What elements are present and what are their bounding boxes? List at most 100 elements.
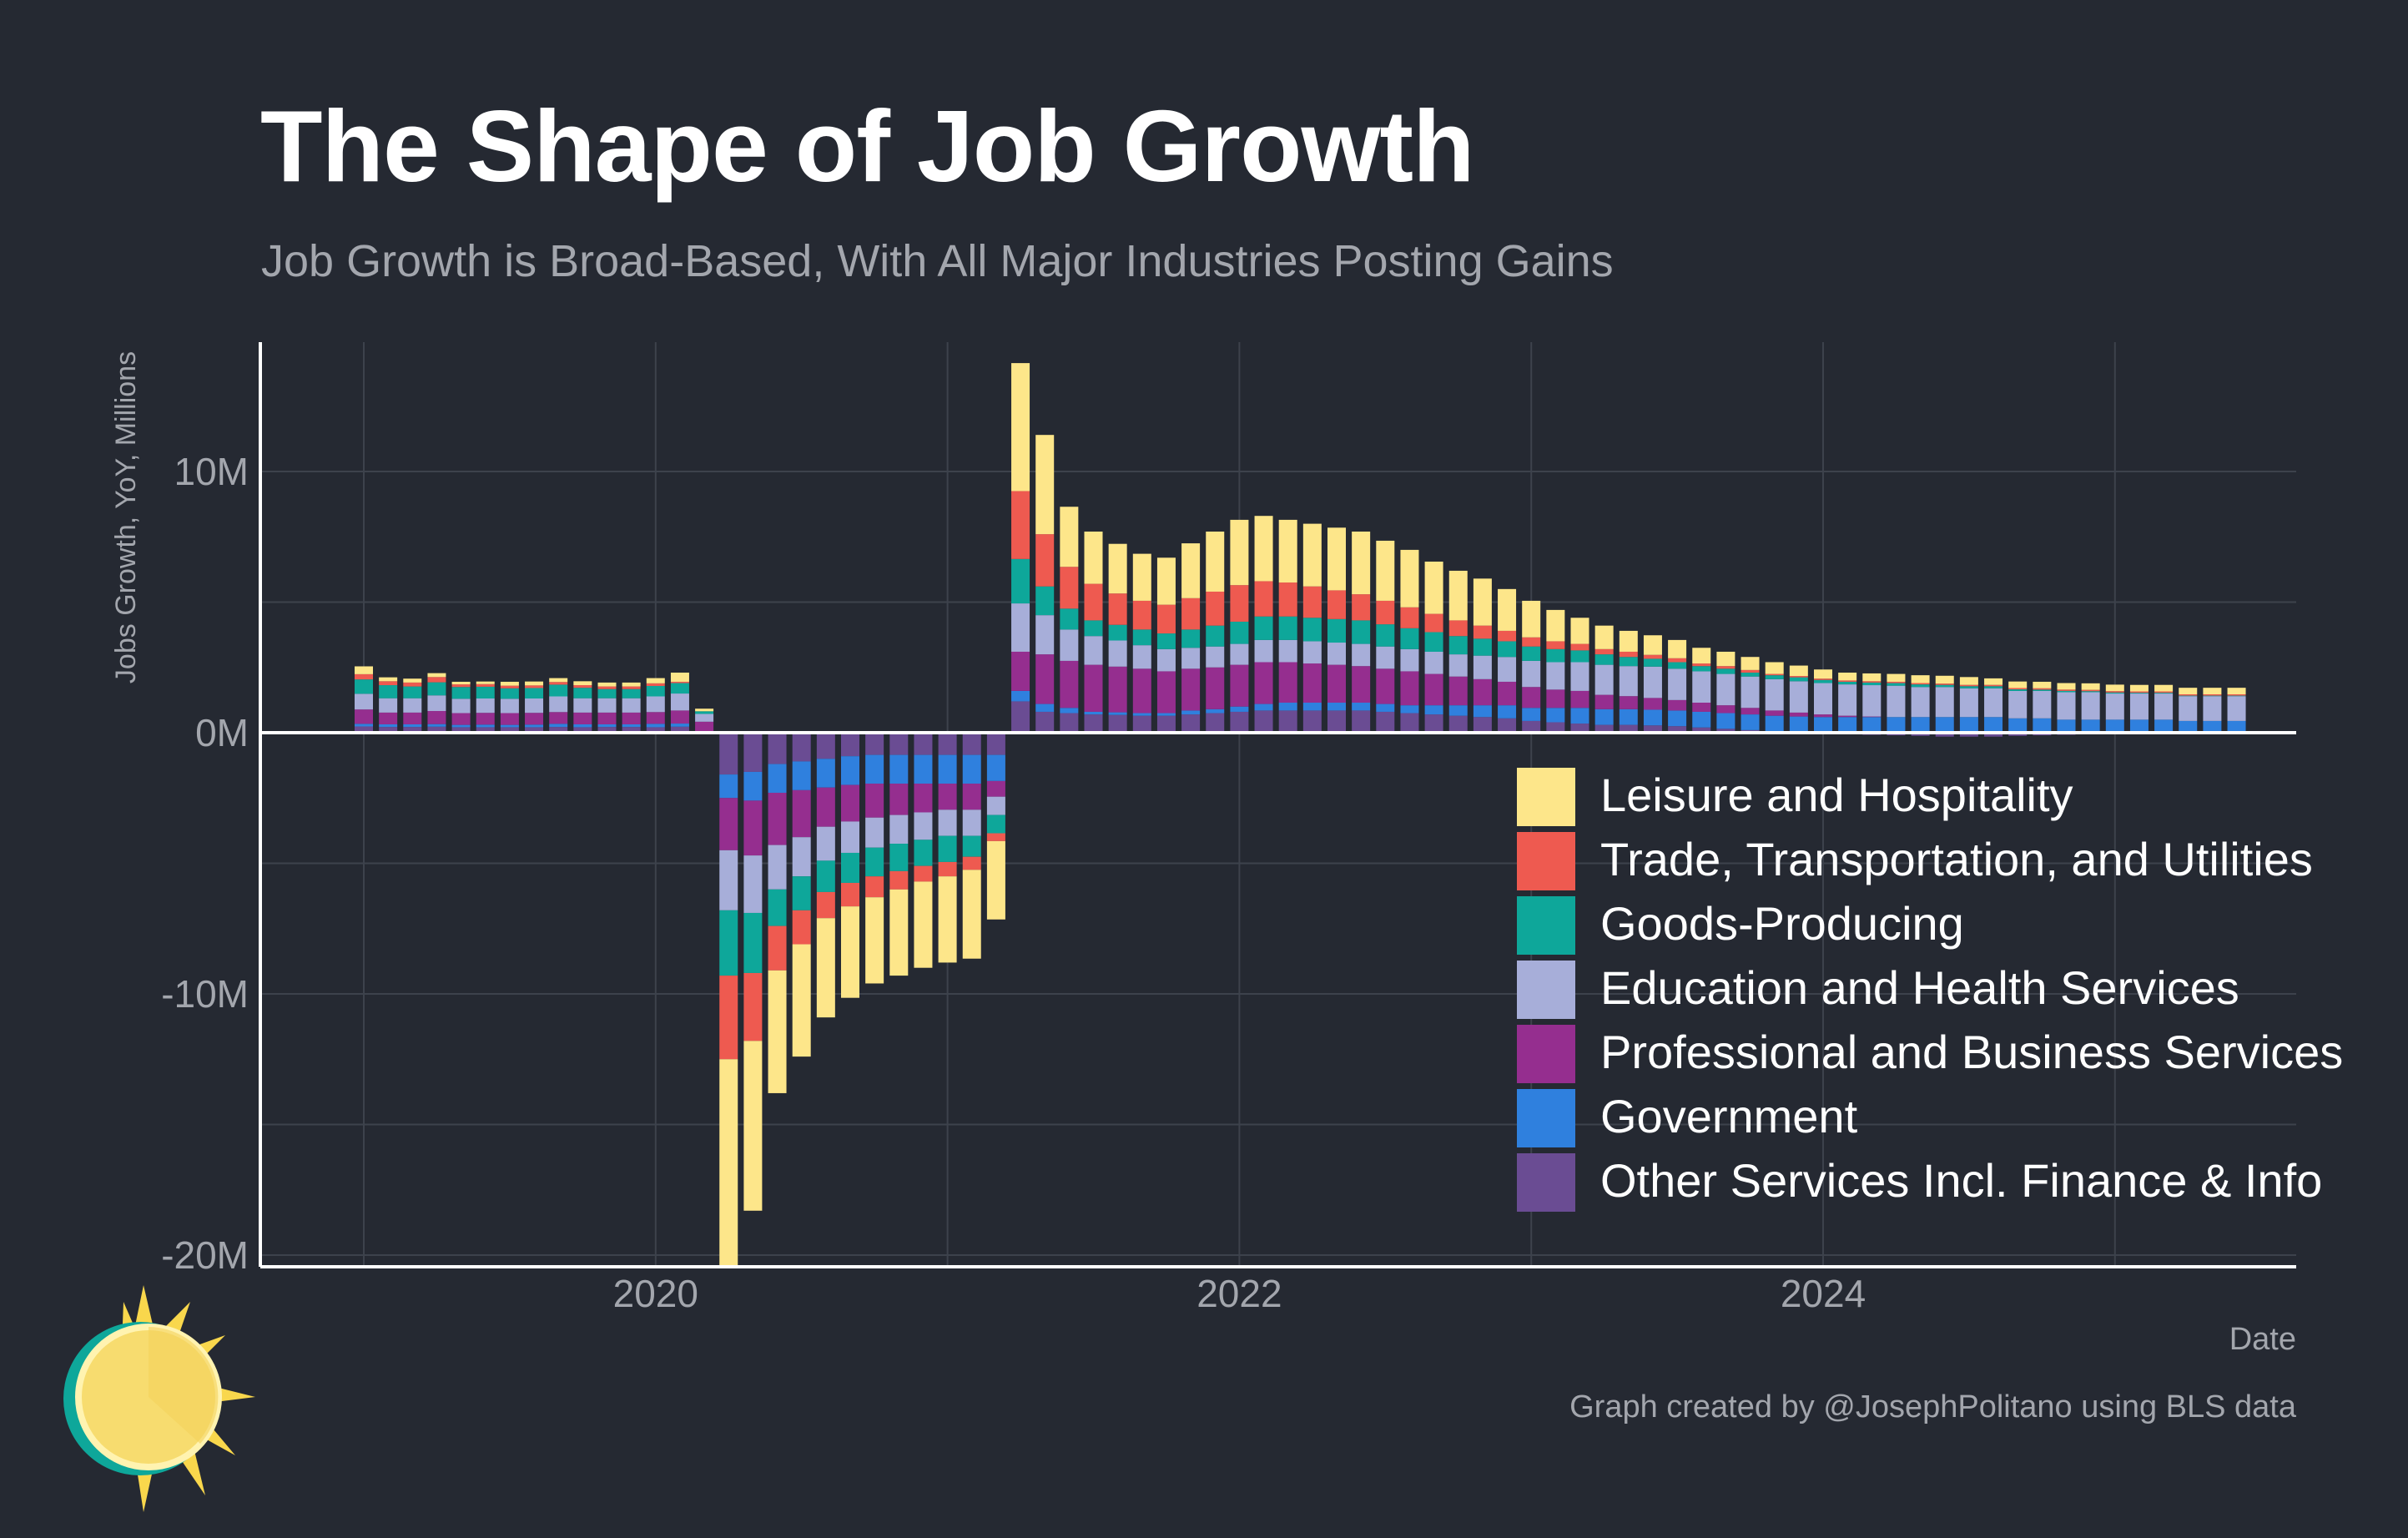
- bar-segment: [743, 912, 763, 973]
- bar-segment: [1643, 666, 1662, 698]
- legend-swatch: [1517, 1153, 1575, 1212]
- bar-segment: [1206, 531, 1225, 592]
- bar-segment: [1254, 662, 1273, 704]
- bar-segment: [768, 733, 787, 764]
- bar-segment: [1352, 594, 1371, 621]
- bar-segment: [597, 712, 617, 724]
- bar-segment: [1400, 713, 1419, 733]
- bar-segment: [525, 724, 544, 728]
- bar-segment: [938, 876, 957, 963]
- bar-segment: [1108, 666, 1127, 713]
- bar-segment: [1668, 710, 1687, 727]
- bar-segment: [889, 814, 909, 845]
- bar-segment: [1862, 717, 1882, 733]
- bar-segment: [1156, 557, 1176, 605]
- bar-segment: [1181, 668, 1201, 711]
- bar-segment: [1838, 717, 1857, 733]
- bar-segment: [1181, 710, 1201, 715]
- bar-segment: [2227, 720, 2246, 733]
- bar-segment: [2105, 719, 2124, 733]
- bar-segment: [1376, 646, 1395, 669]
- bar-segment: [2203, 693, 2222, 696]
- bar-segment: [1570, 708, 1589, 724]
- bar-segment: [476, 686, 495, 698]
- bar-segment: [1594, 648, 1614, 655]
- bar-segment: [2081, 691, 2100, 693]
- bar-segment: [1789, 665, 1808, 677]
- bar-segment: [355, 726, 373, 733]
- bar-segment: [1132, 668, 1151, 714]
- bar-segment: [2203, 696, 2222, 721]
- bar-segment: [1084, 636, 1103, 665]
- bar-segment: [816, 918, 835, 1018]
- bar-segment: [841, 733, 859, 757]
- bar-segment: [1327, 618, 1346, 643]
- bar-segment: [1643, 635, 1662, 655]
- bar-segment: [1376, 703, 1395, 712]
- bar-segment: [1230, 711, 1249, 733]
- bar-segment: [1838, 680, 1857, 682]
- bar-segment: [500, 727, 519, 733]
- bar-segment: [2154, 684, 2174, 692]
- bar-segment: [719, 798, 738, 850]
- bar-segment: [2227, 688, 2246, 694]
- bar-segment: [2179, 695, 2198, 697]
- bar-segment: [2057, 689, 2076, 691]
- bar-segment: [816, 787, 835, 827]
- bar-segment: [670, 724, 689, 727]
- bar-segment: [646, 696, 665, 713]
- bar-segment: [889, 889, 909, 976]
- bar-segment: [1376, 711, 1395, 733]
- bar-segment: [2227, 693, 2246, 696]
- bar-segment: [1643, 698, 1662, 710]
- bar-segment: [1060, 708, 1079, 714]
- legend-label: Other Services Incl. Finance & Info: [1600, 1154, 2322, 1207]
- legend-label: Goods-Producing: [1600, 897, 1964, 950]
- bar-segment: [865, 817, 884, 848]
- bar-segment: [1011, 491, 1030, 559]
- bar-segment: [1400, 628, 1419, 649]
- bar-segment: [1619, 666, 1638, 697]
- bar-segment: [962, 784, 981, 810]
- bar-segment: [1619, 630, 1638, 652]
- bar-segment: [1448, 620, 1468, 637]
- bar-segment: [1570, 643, 1589, 651]
- bar-segment: [1156, 604, 1176, 634]
- bar-segment: [1546, 609, 1565, 642]
- bar-segment: [1594, 724, 1614, 733]
- bar-segment: [670, 673, 689, 682]
- bar-segment: [1935, 717, 1954, 733]
- bar-segment: [2057, 692, 2076, 720]
- bar-segment: [1838, 681, 1857, 685]
- bar-segment: [1206, 625, 1225, 647]
- bar-segment: [865, 876, 884, 898]
- bar-segment: [1035, 534, 1055, 587]
- bar-segment: [646, 685, 665, 697]
- bar-segment: [938, 733, 957, 755]
- bar-segment: [451, 724, 471, 728]
- bar-segment: [1132, 629, 1151, 646]
- chart-subtitle: Job Growth is Broad-Based, With All Majo…: [261, 236, 1614, 286]
- bar-segment: [743, 733, 763, 772]
- bar-segment: [1619, 724, 1638, 733]
- bar-segment: [549, 678, 568, 683]
- bar-segment: [646, 678, 665, 683]
- bar-segment: [1887, 673, 1906, 682]
- bar-segment: [1230, 519, 1249, 586]
- bar-segment: [451, 687, 471, 699]
- bar-segment: [1716, 705, 1735, 714]
- bar-segment: [525, 681, 544, 686]
- bar-segment: [1230, 643, 1249, 665]
- bar-segment: [549, 682, 568, 685]
- bar-segment: [865, 733, 884, 755]
- bar-segment: [841, 756, 859, 785]
- bar-segment: [1084, 531, 1103, 584]
- bar-segment: [573, 712, 592, 724]
- bar-segment: [1570, 724, 1589, 733]
- bar-segment: [889, 784, 909, 815]
- bar-segment: [355, 666, 373, 674]
- axes: -20M -10M 0M 10M 2020 2022 2024 Jobs Growth, Yo…: [110, 342, 2296, 1315]
- bar-segment: [597, 686, 617, 689]
- bar-segment: [1084, 664, 1103, 712]
- bar-segment: [695, 721, 714, 733]
